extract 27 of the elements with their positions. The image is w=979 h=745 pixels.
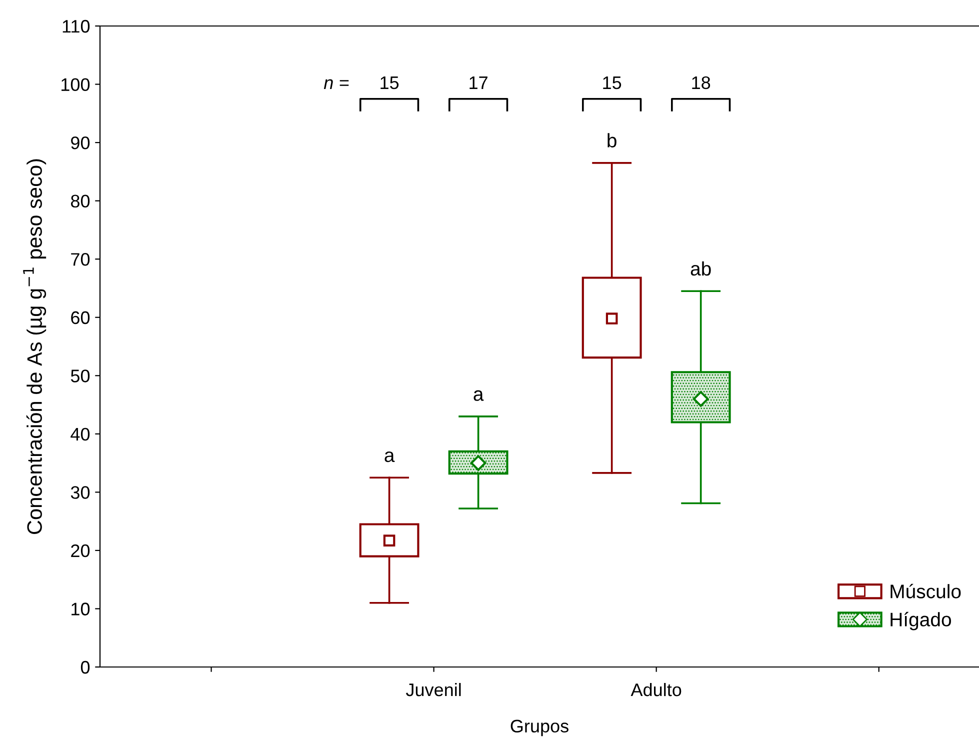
annotation: 15 bbox=[603, 76, 622, 90]
y-tick-label: 30 bbox=[70, 486, 90, 499]
annotation: b bbox=[608, 133, 616, 148]
y-tick-label: 60 bbox=[71, 311, 90, 324]
legend-label: Hígado bbox=[890, 612, 951, 630]
x-tick-label: Juvenil bbox=[406, 682, 461, 696]
y-axis-title: Concentración de As (µg g$^{−1}$ peso seco) bbox=[23, 159, 46, 534]
y-tick-label: 70 bbox=[71, 253, 90, 266]
y-tick-label: 20 bbox=[71, 544, 90, 558]
legend-label: Músculo bbox=[890, 584, 961, 598]
annotation: n = bbox=[324, 79, 349, 89]
x-axis-title: Grupos bbox=[510, 720, 568, 736]
y-tick-label: 50 bbox=[70, 370, 90, 382]
annotation: 15 bbox=[380, 76, 399, 90]
annotation: a bbox=[384, 451, 395, 462]
y-tick-label: 80 bbox=[70, 194, 90, 208]
annotation: 18 bbox=[692, 76, 710, 90]
y-tick-label: 110 bbox=[62, 20, 90, 33]
y-tick-label: 100 bbox=[62, 78, 90, 91]
y-tick-label: 40 bbox=[70, 428, 90, 441]
annotation: 17 bbox=[470, 76, 488, 89]
y-tick-label: 0 bbox=[80, 660, 90, 674]
x-tick-label: Adulto bbox=[630, 682, 682, 696]
y-tick-label: 10 bbox=[72, 602, 90, 616]
annotation: ab bbox=[690, 261, 711, 276]
annotation: a bbox=[474, 390, 484, 401]
y-tick-label: 90 bbox=[71, 136, 90, 150]
